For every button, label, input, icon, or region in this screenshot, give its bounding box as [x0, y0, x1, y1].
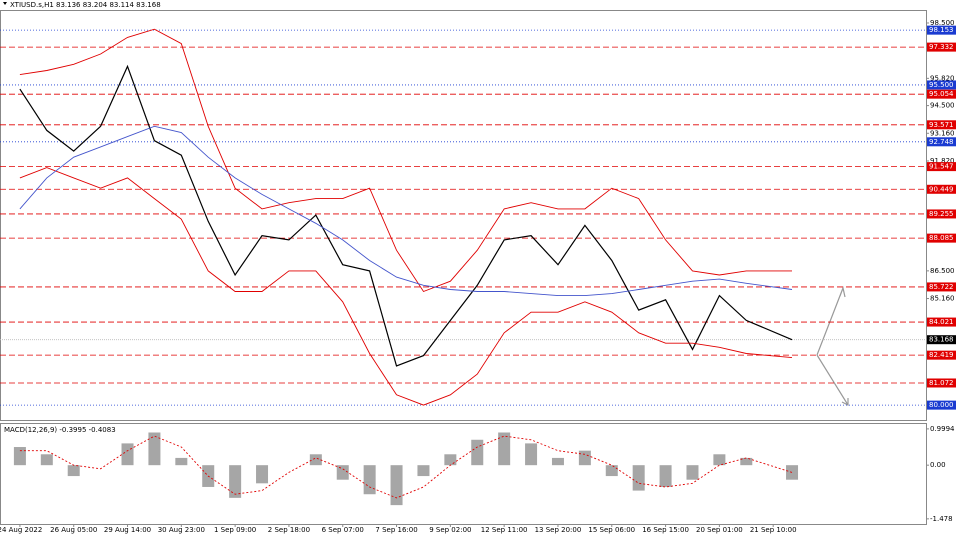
x-tick-label: 2 Sep 18:00 — [268, 526, 310, 534]
macd-bar — [686, 465, 699, 480]
macd-bar — [444, 454, 457, 466]
x-tick-label: 12 Sep 11:00 — [481, 526, 528, 534]
x-tick-label: 6 Sep 07:00 — [322, 526, 364, 534]
level-label-bg — [927, 317, 956, 327]
macd-bar — [525, 443, 538, 466]
level-label: 98.153 — [929, 26, 954, 34]
macd-bar — [659, 465, 672, 487]
macd-bar — [229, 465, 242, 498]
macd-bar — [390, 465, 403, 506]
macd-bar — [175, 457, 188, 466]
x-tick-label: 7 Sep 16:00 — [375, 526, 417, 534]
level-label: 81.072 — [929, 379, 954, 387]
macd-bar — [336, 465, 349, 480]
level-label: 82.419 — [929, 351, 954, 359]
y-tick-label: 94.500 — [930, 102, 955, 110]
level-label: 85.722 — [929, 283, 954, 291]
series-line — [19, 167, 793, 406]
level-label: 95.500 — [929, 81, 954, 89]
level-label-bg — [927, 209, 956, 219]
x-tick-label: 20 Sep 01:00 — [696, 526, 743, 534]
macd-bar — [471, 439, 484, 466]
series-line — [19, 64, 793, 367]
level-label-bg — [927, 42, 956, 52]
x-tick-label: 1 Sep 09:00 — [214, 526, 256, 534]
level-label-bg — [927, 137, 956, 147]
macd-bar — [417, 465, 430, 477]
y-tick-label: 98.500 — [930, 19, 955, 27]
price-pane — [0, 10, 927, 421]
menu-arrow[interactable] — [3, 2, 7, 5]
x-tick-label: 24 Aug 2022 — [0, 526, 42, 534]
level-label: 84.021 — [929, 318, 954, 326]
macd-bar — [786, 465, 799, 480]
y-tick-label: 85.160 — [930, 295, 955, 303]
series-line — [19, 125, 793, 297]
level-label: 90.449 — [929, 185, 954, 193]
macd-bar — [148, 432, 161, 466]
macd-bar — [498, 432, 511, 466]
level-label-bg — [927, 400, 956, 410]
level-label-bg — [927, 80, 956, 90]
macd-bar — [256, 465, 269, 484]
series-line — [19, 28, 792, 293]
macd-bar — [713, 454, 726, 466]
x-tick-label: 26 Aug 05:00 — [50, 526, 97, 534]
level-label: 89.255 — [929, 210, 954, 218]
macd-bar — [740, 457, 753, 466]
projection-arrows — [816, 285, 849, 406]
level-label: 93.571 — [929, 121, 954, 129]
level-label-bg — [927, 350, 956, 360]
macd-title: MACD(12,26,9) -0.3995 -0.4083 — [4, 426, 116, 434]
level-label: 91.547 — [929, 163, 954, 171]
y-tick-label: 86.500 — [930, 267, 955, 275]
macd-bar — [309, 454, 322, 466]
level-label-bg — [927, 233, 956, 243]
macd-bar — [551, 457, 564, 466]
macd-pane — [0, 423, 927, 525]
x-tick-label: 15 Sep 06:00 — [588, 526, 635, 534]
level-label-bg — [927, 162, 956, 172]
x-tick-label: 16 Sep 15:00 — [642, 526, 689, 534]
chart-title: XTIUSD.s,H1 83.136 83.204 83.114 83.168 — [10, 1, 161, 9]
y-tick-label: 0.00 — [930, 461, 946, 469]
level-label-bg — [927, 120, 956, 130]
macd-bar — [67, 465, 80, 477]
y-tick-label: 95.820 — [930, 74, 955, 82]
level-label-bg — [927, 282, 956, 292]
y-tick-label: 93.160 — [930, 129, 955, 137]
level-label-bg — [927, 335, 956, 345]
macd-bar — [40, 454, 53, 466]
y-tick-label: 0.9994 — [930, 425, 955, 433]
x-tick-label: 13 Sep 20:00 — [535, 526, 582, 534]
macd-bar — [578, 450, 591, 466]
macd-bar — [632, 465, 645, 491]
level-label-bg — [927, 378, 956, 388]
macd-bar — [121, 443, 134, 466]
x-tick-label: 29 Aug 14:00 — [104, 526, 151, 534]
series-line — [19, 435, 793, 499]
macd-bar — [13, 447, 26, 466]
x-tick-label: 9 Sep 02:00 — [429, 526, 471, 534]
level-label: 92.748 — [929, 138, 954, 146]
level-label: 97.332 — [929, 43, 954, 51]
level-label: 95.054 — [929, 90, 954, 98]
level-label: 88.085 — [929, 234, 954, 242]
level-label: 80.000 — [929, 401, 954, 409]
level-label-bg — [927, 25, 956, 35]
x-tick-label: 30 Aug 23:00 — [158, 526, 205, 534]
y-tick-label: -1.478 — [930, 515, 953, 523]
macd-bar — [605, 465, 618, 477]
x-tick-label: 21 Sep 10:00 — [750, 526, 797, 534]
level-label-bg — [927, 89, 956, 99]
level-label-bg — [927, 184, 956, 194]
level-label: 83.168 — [929, 336, 954, 344]
y-tick-label: 91.820 — [930, 157, 955, 165]
macd-bar — [363, 465, 376, 495]
